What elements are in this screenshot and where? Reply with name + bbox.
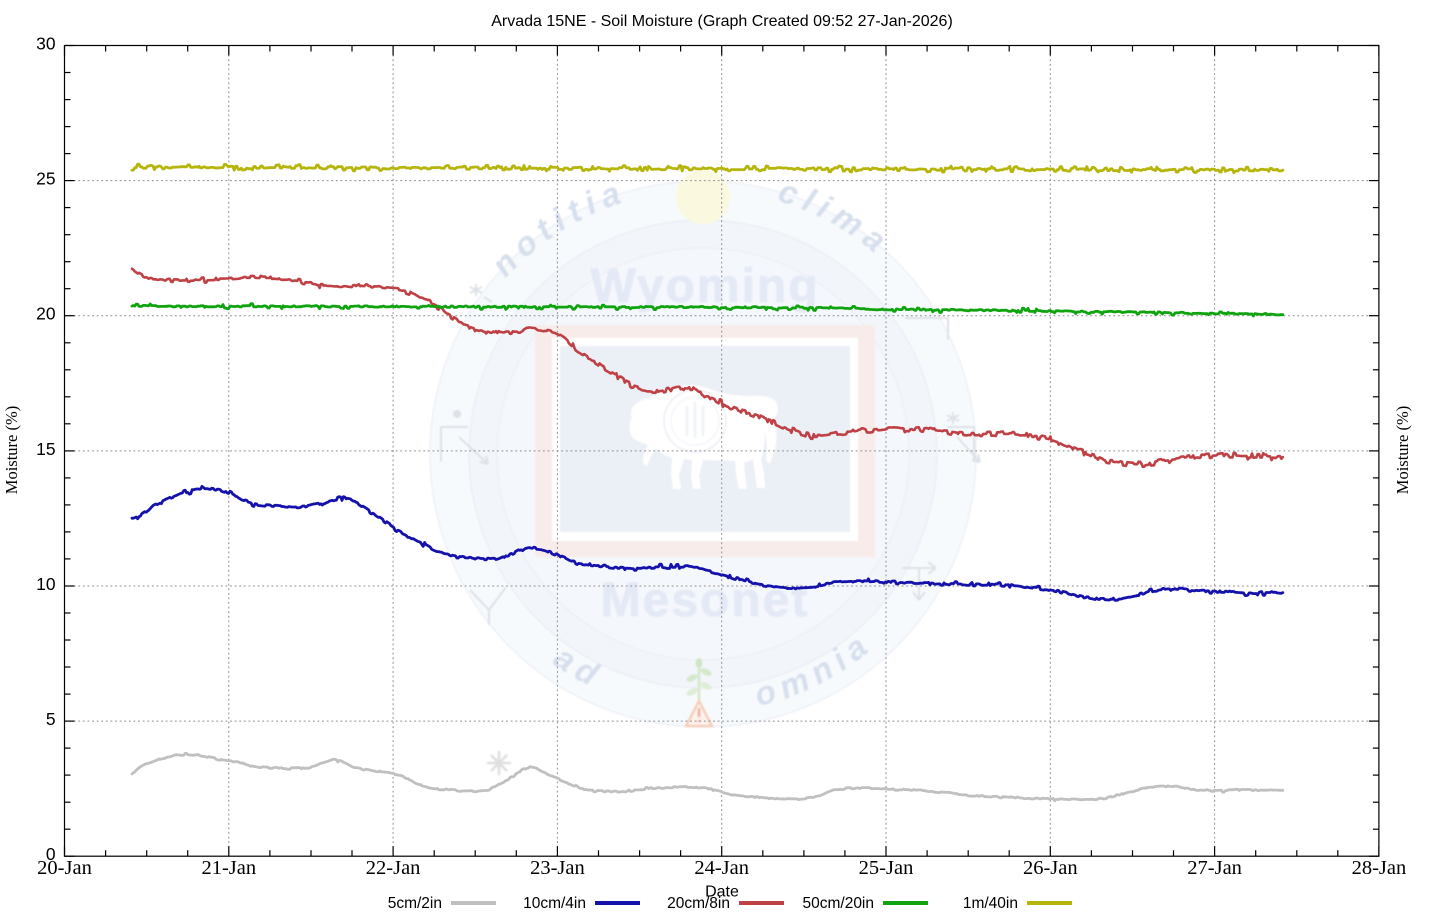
svg-text:22-Jan: 22-Jan bbox=[366, 857, 421, 879]
svg-text:Date: Date bbox=[705, 884, 739, 901]
svg-text:10cm/4in: 10cm/4in bbox=[523, 895, 586, 912]
svg-text:21-Jan: 21-Jan bbox=[201, 857, 256, 879]
svg-text:20: 20 bbox=[36, 304, 55, 324]
svg-text:25: 25 bbox=[36, 169, 55, 189]
svg-text:0: 0 bbox=[46, 844, 56, 864]
svg-text:15: 15 bbox=[36, 439, 55, 459]
svg-text:24-Jan: 24-Jan bbox=[694, 857, 749, 879]
svg-text:30: 30 bbox=[36, 34, 55, 54]
svg-text:50cm/20in: 50cm/20in bbox=[802, 895, 874, 912]
svg-text:Moisture (%): Moisture (%) bbox=[2, 406, 21, 494]
svg-text:26-Jan: 26-Jan bbox=[1023, 857, 1078, 879]
svg-text:20cm/8in: 20cm/8in bbox=[667, 895, 730, 912]
svg-text:5cm/2in: 5cm/2in bbox=[388, 895, 442, 912]
svg-text:28-Jan: 28-Jan bbox=[1352, 857, 1407, 879]
svg-text:23-Jan: 23-Jan bbox=[530, 857, 585, 879]
svg-text:1m/40in: 1m/40in bbox=[963, 895, 1018, 912]
svg-text:27-Jan: 27-Jan bbox=[1187, 857, 1242, 879]
svg-text:10: 10 bbox=[36, 574, 55, 594]
svg-text:Moisture (%): Moisture (%) bbox=[1393, 406, 1412, 494]
svg-text:5: 5 bbox=[46, 709, 56, 729]
svg-text:20-Jan: 20-Jan bbox=[37, 857, 92, 879]
svg-text:25-Jan: 25-Jan bbox=[859, 857, 914, 879]
svg-text:Mesonet: Mesonet bbox=[601, 574, 810, 627]
svg-text:Arvada 15NE - Soil Moisture (G: Arvada 15NE - Soil Moisture (Graph Creat… bbox=[491, 13, 953, 30]
svg-text:Wyoming: Wyoming bbox=[590, 260, 819, 313]
